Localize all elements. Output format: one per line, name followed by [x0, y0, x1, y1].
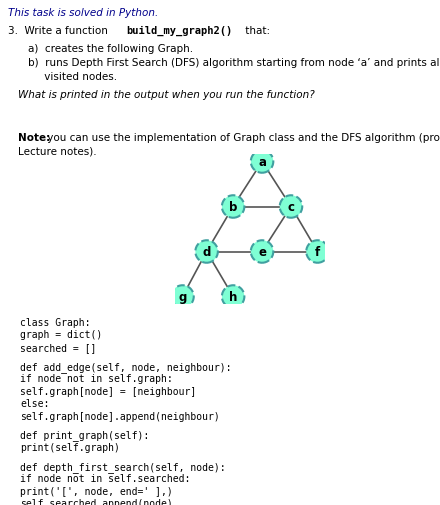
Text: if node not in self.searched:: if node not in self.searched: [20, 473, 191, 483]
Circle shape [195, 241, 218, 263]
Text: class Graph:: class Graph: [20, 317, 91, 327]
Text: What is printed in the output when you run the function?: What is printed in the output when you r… [18, 90, 315, 100]
Text: you can use the implementation of Graph class and the DFS algorithm (provided in: you can use the implementation of Graph … [44, 133, 440, 143]
Text: d: d [202, 245, 211, 259]
Text: e: e [258, 245, 266, 259]
Text: visited nodes.: visited nodes. [28, 72, 117, 82]
Text: b: b [229, 200, 237, 214]
Text: b)  runs Depth First Search (DFS) algorithm starting from node ‘a’ and prints al: b) runs Depth First Search (DFS) algorit… [28, 58, 440, 68]
Text: def add_edge(self, node, neighbour):: def add_edge(self, node, neighbour): [20, 361, 231, 372]
Text: print('[', node, end=' ],): print('[', node, end=' ],) [20, 486, 173, 496]
Text: def depth_first_search(self, node):: def depth_first_search(self, node): [20, 461, 226, 472]
Text: else:: else: [20, 398, 49, 409]
Text: print(self.graph): print(self.graph) [20, 442, 120, 452]
Text: def print_graph(self):: def print_graph(self): [20, 430, 149, 440]
Text: graph = dict(): graph = dict() [20, 330, 102, 340]
Circle shape [306, 241, 329, 263]
Text: that:: that: [242, 26, 270, 36]
Text: a)  creates the following Graph.: a) creates the following Graph. [28, 44, 193, 54]
Text: if node not in self.graph:: if node not in self.graph: [20, 374, 173, 383]
Text: c: c [287, 200, 294, 214]
Text: a: a [258, 156, 266, 169]
Text: self.graph[node].append(neighbour): self.graph[node].append(neighbour) [20, 411, 220, 421]
Text: searched = []: searched = [] [20, 342, 96, 352]
Text: self.searched.append(node): self.searched.append(node) [20, 498, 173, 505]
Text: Note:: Note: [18, 133, 50, 143]
Circle shape [280, 196, 302, 218]
Text: 3.  Write a function: 3. Write a function [8, 26, 111, 36]
Circle shape [171, 286, 194, 308]
Circle shape [251, 241, 273, 263]
Text: h: h [229, 290, 237, 304]
Text: Lecture notes).: Lecture notes). [18, 146, 97, 156]
Text: self.graph[node] = [neighbour]: self.graph[node] = [neighbour] [20, 386, 196, 396]
Text: f: f [315, 245, 320, 259]
Text: g: g [178, 290, 187, 304]
Text: This task is solved in Python.: This task is solved in Python. [8, 8, 158, 18]
Circle shape [222, 196, 244, 218]
Circle shape [222, 286, 244, 308]
Text: build_my_graph2(): build_my_graph2() [126, 26, 232, 36]
Circle shape [251, 151, 273, 173]
